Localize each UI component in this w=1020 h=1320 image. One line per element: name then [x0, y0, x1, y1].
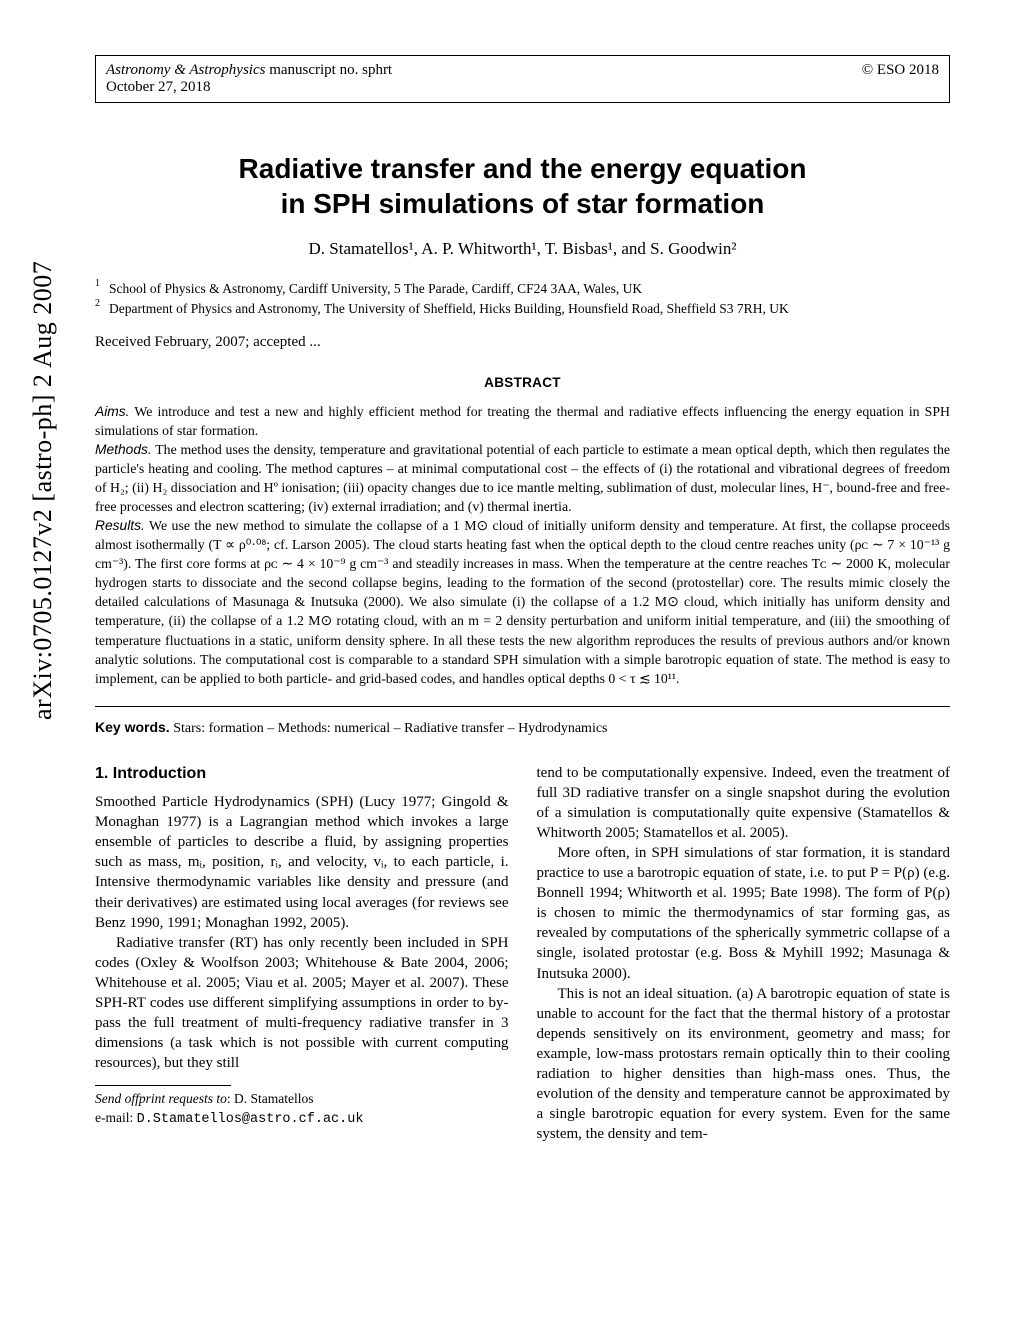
abstract-body: Aims. We introduce and test a new and hi…: [95, 402, 950, 687]
email-address: D.Stamatellos@astro.cf.ac.uk: [137, 1112, 364, 1127]
abstract-heading: ABSTRACT: [95, 375, 950, 390]
copyright: © ESO 2018: [862, 62, 939, 78]
divider: [95, 706, 950, 707]
keywords-text: Stars: formation – Methods: numerical – …: [170, 721, 608, 736]
affiliation-number: 1: [95, 277, 109, 297]
keywords-label: Key words.: [95, 719, 170, 735]
keywords-line: Key words. Stars: formation – Methods: n…: [95, 719, 950, 737]
manuscript-number: manuscript no. sphrt: [265, 62, 392, 78]
authors: D. Stamatellos¹, A. P. Whitworth¹, T. Bi…: [95, 239, 950, 259]
paragraph: More often, in SPH simulations of star f…: [537, 843, 951, 984]
title-line-2: in SPH simulations of star formation: [95, 186, 950, 221]
email-prefix: e-mail:: [95, 1110, 137, 1125]
body-columns: 1. Introduction Smoothed Particle Hydrod…: [95, 763, 950, 1145]
footnote-rule: [95, 1085, 231, 1086]
journal-name: Astronomy & Astrophysics: [106, 62, 265, 78]
methods-label: Methods.: [95, 442, 152, 457]
paper-title: Radiative transfer and the energy equati…: [95, 151, 950, 221]
header-right: © ESO 2018: [862, 62, 939, 79]
affiliation-text: Department of Physics and Astronomy, The…: [109, 299, 789, 319]
offprint-label: Send offprint requests to: [95, 1091, 227, 1106]
manuscript-date: October 27, 2018: [106, 79, 211, 95]
aims-text: We introduce and test a new and highly e…: [95, 404, 950, 438]
title-line-1: Radiative transfer and the energy equati…: [95, 151, 950, 186]
section-1-heading: 1. Introduction: [95, 763, 509, 784]
methods-text: The method uses the density, temperature…: [95, 442, 950, 514]
header-left: Astronomy & Astrophysics manuscript no. …: [106, 62, 392, 96]
manuscript-header: Astronomy & Astrophysics manuscript no. …: [95, 55, 950, 103]
paragraph: tend to be computationally expensive. In…: [537, 763, 951, 843]
right-column: tend to be computationally expensive. In…: [537, 763, 951, 1145]
paragraph: Smoothed Particle Hydrodynamics (SPH) (L…: [95, 792, 509, 933]
results-text: We use the new method to simulate the co…: [95, 518, 950, 685]
affiliation-text: School of Physics & Astronomy, Cardiff U…: [109, 279, 642, 299]
affiliations: 1 School of Physics & Astronomy, Cardiff…: [95, 279, 950, 318]
footnote: Send offprint requests to: D. Stamatello…: [95, 1090, 509, 1128]
affiliation-number: 2: [95, 297, 109, 317]
aims-label: Aims.: [95, 404, 130, 419]
affiliation-1: 1 School of Physics & Astronomy, Cardiff…: [95, 279, 950, 299]
affiliation-2: 2 Department of Physics and Astronomy, T…: [95, 299, 950, 319]
paragraph: This is not an ideal situation. (a) A ba…: [537, 984, 951, 1145]
received-line: Received February, 2007; accepted ...: [95, 334, 950, 351]
offprint-name: : D. Stamatellos: [227, 1091, 314, 1106]
paragraph: Radiative transfer (RT) has only recentl…: [95, 933, 509, 1074]
page-content: Astronomy & Astrophysics manuscript no. …: [0, 0, 1020, 1174]
left-column: 1. Introduction Smoothed Particle Hydrod…: [95, 763, 509, 1145]
results-label: Results.: [95, 518, 145, 533]
